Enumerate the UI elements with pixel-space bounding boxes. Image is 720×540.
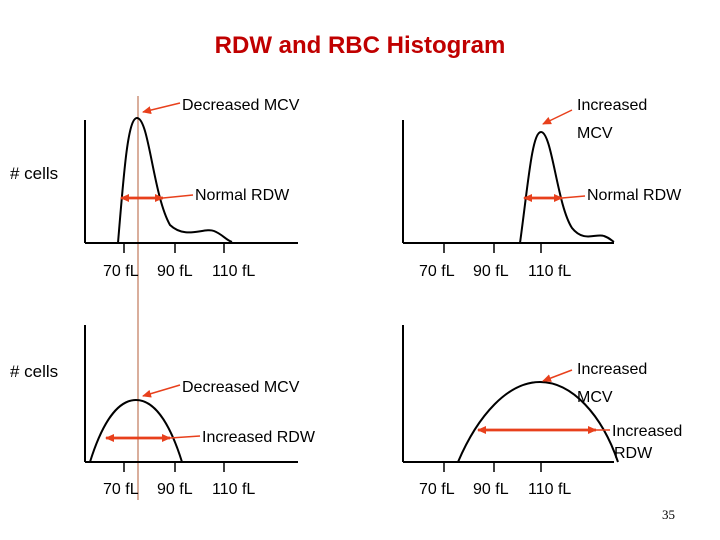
tick-label: 110 fL: [212, 481, 255, 498]
mcv-pointer-arrow: [142, 102, 181, 114]
tick-label: 70 fL: [103, 481, 139, 498]
tick-label: 70 fL: [419, 481, 455, 498]
y-axis-label-bottom: # cells: [10, 362, 58, 381]
mcv-pointer-arrow: [542, 369, 573, 382]
mcv-pointer-arrow: [542, 109, 573, 125]
rdw-pointer: [169, 435, 201, 439]
rdw-label: Normal RDW: [587, 187, 682, 204]
tick-label: 90 fL: [157, 263, 193, 280]
panel-bottom-right: Increased MCV Increased RDW 70 fL 90 fL …: [402, 325, 682, 498]
panel-bottom-left: Decreased MCV Increased RDW 70 fL 90 fL …: [84, 325, 316, 498]
mcv-label-line-2: MCV: [577, 125, 613, 142]
mcv-label-line-1: Increased: [577, 361, 647, 378]
y-axis-label-top: # cells: [10, 164, 58, 183]
histogram-curve: [519, 130, 615, 244]
tick-label: 90 fL: [473, 263, 509, 280]
mcv-label-line-1: Increased: [577, 97, 647, 114]
slide-title: RDW and RBC Histogram: [214, 32, 506, 59]
mcv-label-line-2: MCV: [577, 389, 613, 406]
tick-label: 70 fL: [103, 263, 139, 280]
rdw-pointer: [162, 194, 194, 199]
rdw-label-line-1: Increased: [612, 423, 682, 440]
tick-label: 90 fL: [157, 481, 193, 498]
page-number: 35: [662, 507, 675, 522]
tick-label: 70 fL: [419, 263, 455, 280]
histogram-curve: [117, 116, 233, 244]
tick-label: 110 fL: [212, 263, 255, 280]
panel-top-left: Decreased MCV Normal RDW 70 fL 90 fL 110…: [84, 97, 300, 280]
mcv-label: Decreased MCV: [182, 97, 300, 114]
tick-label: 110 fL: [528, 481, 571, 498]
rdw-label: Increased RDW: [202, 429, 316, 446]
rdw-label: Normal RDW: [195, 187, 290, 204]
histogram-curve: [89, 398, 183, 463]
mcv-label: Decreased MCV: [182, 379, 300, 396]
rdw-pointer: [561, 195, 586, 199]
panel-top-right: Increased MCV Normal RDW 70 fL 90 fL 110…: [402, 97, 682, 280]
rdw-label-line-2: RDW: [614, 445, 653, 462]
mcv-pointer-arrow: [142, 384, 181, 398]
tick-label: 90 fL: [473, 481, 509, 498]
tick-label: 110 fL: [528, 263, 571, 280]
histogram-curve: [457, 380, 619, 463]
